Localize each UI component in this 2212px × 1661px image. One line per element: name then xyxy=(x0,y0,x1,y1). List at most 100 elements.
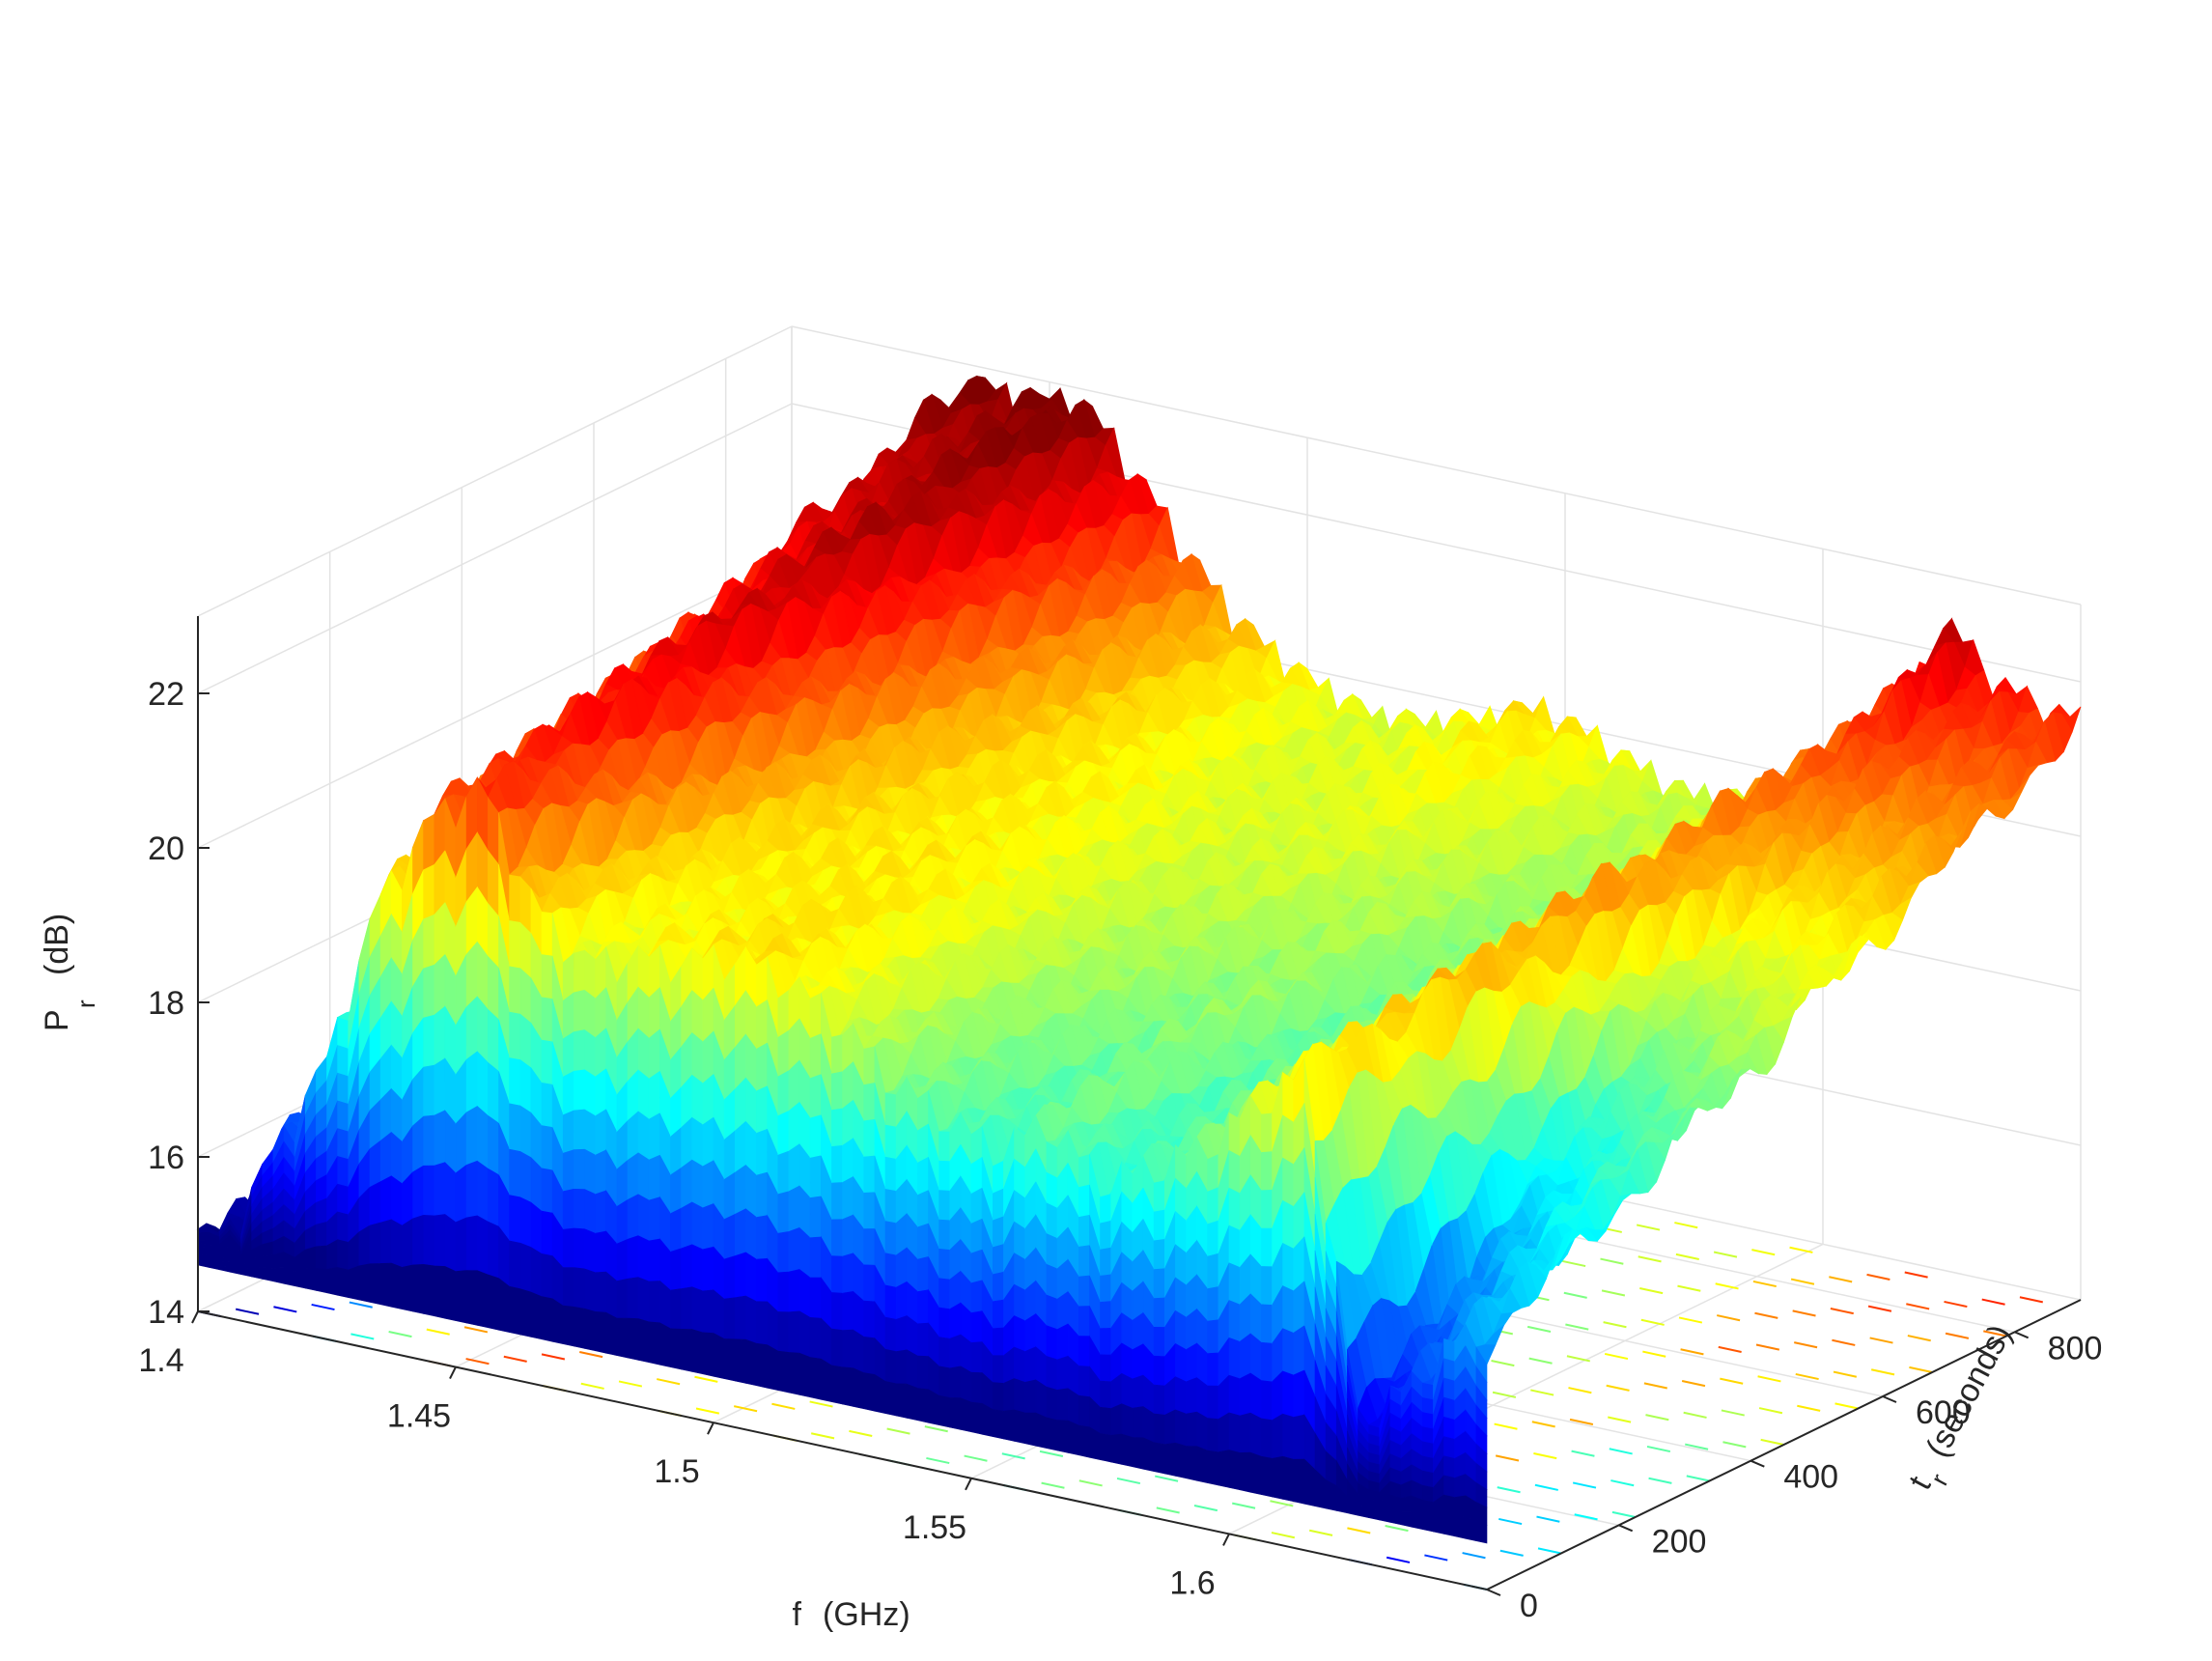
contour-line xyxy=(1754,1311,1778,1319)
contour-line xyxy=(388,1331,412,1338)
contour-line xyxy=(1717,1314,1741,1322)
contour-line xyxy=(1642,1350,1666,1358)
contour-line xyxy=(1751,1249,1776,1256)
contour-line xyxy=(1945,1332,1970,1339)
contour-line xyxy=(1834,1402,1859,1410)
contour-line xyxy=(1193,1505,1218,1512)
gridline xyxy=(197,325,793,617)
contour-line xyxy=(1797,1404,1821,1412)
contour-line xyxy=(924,1425,948,1433)
contour-line xyxy=(1232,1502,1256,1509)
contour-line xyxy=(1866,1273,1890,1281)
contour-line xyxy=(1870,1368,1895,1376)
contour-line xyxy=(1674,1222,1698,1229)
contour-line xyxy=(1497,1486,1521,1494)
contour-line xyxy=(849,1429,873,1437)
contour-line xyxy=(1904,1271,1928,1279)
contour-line xyxy=(964,1454,988,1462)
contour-line xyxy=(1794,1341,1818,1349)
contour-line xyxy=(1640,1318,1665,1326)
contour-line xyxy=(1645,1414,1669,1422)
contour-line xyxy=(1636,1224,1661,1231)
contour-line xyxy=(810,1432,835,1440)
contour-line xyxy=(1639,1287,1664,1295)
contour-line xyxy=(1686,1475,1710,1482)
contour-line xyxy=(1718,1345,1742,1353)
contour-line xyxy=(1001,1452,1025,1460)
contour-line xyxy=(1722,1441,1747,1449)
surface xyxy=(196,375,2082,1544)
contour-line xyxy=(1678,1316,1703,1324)
contour-line xyxy=(1760,1438,1784,1446)
gridline xyxy=(791,325,2082,605)
contour-line xyxy=(463,1326,489,1334)
contour-line xyxy=(1721,1409,1745,1417)
contour-line xyxy=(1867,1305,1892,1312)
contour-line xyxy=(1494,1422,1518,1430)
contour-line xyxy=(273,1306,297,1313)
contour-line xyxy=(1611,1510,1636,1518)
contour-line xyxy=(1347,1527,1371,1534)
contour-line xyxy=(886,1427,910,1435)
contour-line xyxy=(236,1308,260,1315)
contour-line xyxy=(1499,1549,1524,1557)
contour-line xyxy=(1675,1253,1699,1260)
contour-line xyxy=(1604,1352,1629,1361)
contour-line xyxy=(1271,1532,1296,1539)
contour-line xyxy=(1755,1343,1780,1351)
contour-line xyxy=(1830,1308,1854,1315)
contour-line xyxy=(734,1405,758,1413)
contour-line xyxy=(1829,1276,1853,1283)
contour-line xyxy=(311,1303,335,1311)
contour-line xyxy=(1041,1481,1065,1489)
contour-line xyxy=(1677,1284,1701,1292)
gridline xyxy=(197,557,793,849)
contour-line xyxy=(1758,1407,1783,1415)
contour-line xyxy=(1752,1280,1777,1288)
contour-line xyxy=(1270,1500,1294,1507)
contour-line xyxy=(1757,1375,1781,1383)
contour-line xyxy=(1792,1309,1816,1317)
contour-line xyxy=(1600,1257,1624,1265)
contour-line xyxy=(618,1380,643,1388)
contour-line xyxy=(465,1358,490,1365)
contour-line xyxy=(1681,1380,1706,1388)
contour-line xyxy=(1906,1303,1930,1310)
contour-line xyxy=(579,1351,603,1359)
contour-line xyxy=(1528,1357,1553,1365)
contour-line xyxy=(694,1375,718,1383)
contour-line xyxy=(1907,1335,1931,1342)
contour-line xyxy=(1534,1483,1558,1491)
contour-line xyxy=(695,1407,720,1415)
contour-line xyxy=(350,1333,375,1340)
contour-line xyxy=(1683,1411,1707,1419)
contour-line xyxy=(1533,1452,1557,1460)
contour-line xyxy=(1498,1517,1523,1526)
contour-line xyxy=(1571,1450,1595,1457)
contour-line xyxy=(1713,1251,1738,1258)
contour-line xyxy=(1981,1298,2005,1306)
contour-line xyxy=(1610,1479,1635,1487)
contour-line xyxy=(1530,1389,1554,1396)
contour-line xyxy=(1648,1477,1672,1484)
contour-line xyxy=(1715,1282,1739,1290)
contour-line xyxy=(1386,1556,1411,1563)
contour-line xyxy=(1869,1337,1893,1344)
contour-line xyxy=(1832,1338,1856,1346)
contour-line xyxy=(1308,1529,1333,1536)
contour-line xyxy=(1601,1289,1626,1297)
contour-line xyxy=(1563,1291,1587,1299)
contour-line xyxy=(1833,1370,1858,1378)
contour-line xyxy=(771,1402,796,1410)
contour-line xyxy=(580,1382,604,1390)
contour-line xyxy=(1572,1481,1597,1489)
contour-line xyxy=(1526,1325,1552,1333)
contour-line xyxy=(426,1328,450,1336)
contour-line xyxy=(1638,1255,1662,1263)
contour-line xyxy=(1608,1416,1632,1423)
contour-line xyxy=(1646,1445,1671,1453)
contour-line xyxy=(1537,1547,1562,1555)
contour-line xyxy=(1720,1377,1744,1385)
contour-line xyxy=(1603,1321,1627,1329)
